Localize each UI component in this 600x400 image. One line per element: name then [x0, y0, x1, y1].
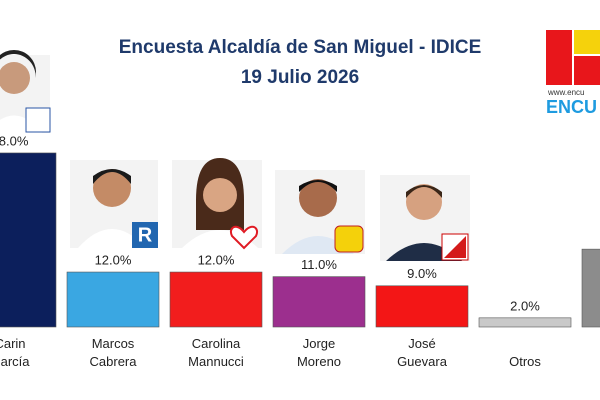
x-tick-label: Marcos Cabrera — [90, 336, 138, 369]
x-tick-label: José Guevara — [397, 336, 448, 369]
x-tick-label: Carolina Mannucci — [188, 336, 244, 369]
bar — [478, 317, 572, 328]
x-tick-label: Otros — [509, 354, 541, 369]
photo: R — [70, 160, 158, 248]
photo — [275, 170, 365, 254]
value-label: 11.0% — [301, 257, 337, 272]
value-label: 9.0% — [407, 266, 437, 281]
x-tick-label: Jorge Moreno — [297, 336, 341, 369]
photo — [0, 50, 51, 133]
photos: R — [0, 50, 470, 261]
bar — [581, 248, 600, 328]
bar — [375, 285, 469, 328]
bar — [272, 276, 366, 328]
bar — [66, 271, 160, 328]
logo-name: ENCU — [546, 97, 597, 117]
bar — [169, 271, 263, 328]
value-label: 2.0% — [510, 298, 540, 313]
svg-text:R: R — [138, 224, 153, 246]
value-label: 12.0% — [198, 252, 235, 267]
value-label: 38.0% — [0, 133, 29, 148]
x-tick-label: CarinGarcía — [0, 336, 30, 369]
value-label: 12.0% — [95, 252, 132, 267]
photo — [172, 158, 262, 250]
chart-title: Encuesta Alcaldía de San Miguel - IDICE — [119, 37, 482, 58]
bar — [0, 152, 57, 328]
logo-url: www.encu — [547, 88, 584, 97]
chart-subtitle: 19 Julio 2026 — [241, 67, 359, 88]
photo — [380, 175, 470, 261]
logo: www.encu ENCU — [546, 30, 600, 117]
